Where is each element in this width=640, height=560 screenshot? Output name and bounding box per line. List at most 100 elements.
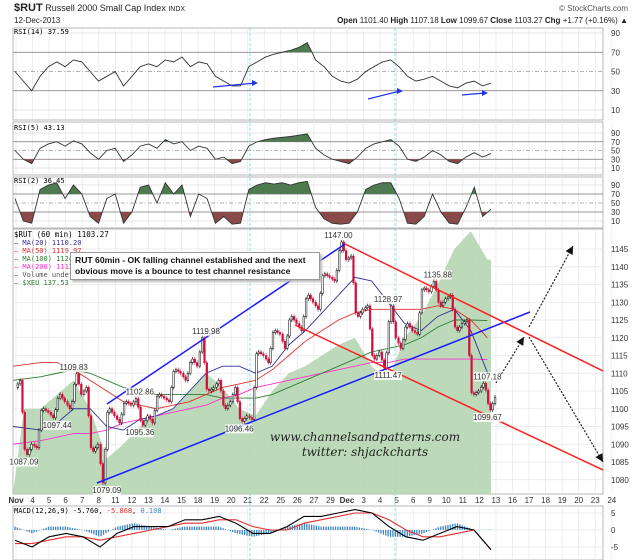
x-tick-label: 23: [591, 496, 600, 505]
y-tick-label: 50: [611, 199, 620, 208]
low-value: 1099.67: [459, 16, 489, 25]
x-tick-label: 13: [491, 496, 500, 505]
candle-body: [108, 408, 111, 413]
candle-body: [19, 380, 22, 385]
arrow-head-icon: [252, 80, 258, 86]
candle-body: [468, 319, 471, 356]
y-tick-label: 30: [611, 208, 620, 217]
candle-body: [52, 414, 55, 419]
price-label: 1097.44: [43, 421, 72, 430]
candle-body: [71, 401, 74, 409]
candle-body: [257, 351, 260, 354]
macd-value: -5.760: [73, 507, 99, 515]
candle-body: [47, 410, 50, 413]
candle-body: [234, 387, 237, 395]
candle-body: [162, 396, 166, 399]
candle-body: [158, 394, 161, 397]
price-label: $RUT (60 min) 1103.27: [14, 230, 109, 239]
candle-body: [210, 388, 213, 392]
y-tick-label: 1085: [611, 458, 629, 467]
candle-body: [359, 312, 362, 317]
x-tick-label: 9: [428, 496, 433, 505]
watermark-twitter: twitter: shjackcharts: [301, 445, 429, 459]
y-tick-label: 1090: [611, 440, 629, 449]
candle-body: [442, 302, 445, 307]
candle-body: [411, 326, 414, 331]
arrow-head-icon: [595, 453, 603, 462]
candle-body: [402, 339, 405, 349]
candle-body: [222, 390, 225, 406]
legend-entry: — MA(100) 1124.83: [14, 255, 86, 263]
candle-body: [432, 281, 435, 287]
candle-body: [30, 444, 33, 450]
candle-body: [118, 419, 121, 424]
candle-body: [314, 302, 317, 307]
signal-value: -5.868: [106, 507, 133, 515]
candle-body: [465, 319, 469, 323]
forecast-arrow: [528, 245, 574, 328]
candle-body: [28, 449, 31, 455]
candle-body: [328, 275, 331, 278]
index-name: Russell 2000 Small Cap Index: [45, 3, 166, 13]
rsi2-label: RSI(2) 36.45: [14, 177, 65, 185]
candle-body: [82, 390, 86, 395]
candle-body: [451, 294, 454, 310]
candle-body: [394, 321, 397, 338]
arrow-head-icon: [516, 337, 524, 346]
close-label: Close: [490, 16, 513, 25]
y-tick-label: 1130: [611, 298, 629, 307]
candle-body: [23, 412, 26, 450]
rsi-line: [14, 133, 492, 165]
price-label-bg: [374, 371, 403, 381]
candle-body: [276, 330, 279, 333]
candle-body: [203, 337, 206, 363]
candle-body: [262, 353, 265, 356]
candle-body: [413, 330, 417, 333]
candle-body: [92, 447, 95, 452]
candle-body: [482, 383, 485, 388]
x-tick-label: 13: [144, 496, 153, 505]
legend-entry: — MA(200) 1113.84: [14, 263, 86, 271]
candle-body: [390, 305, 393, 323]
candle-body: [226, 404, 230, 410]
x-tick-label: Dec: [340, 496, 355, 505]
y-tick-label: 30: [611, 87, 620, 96]
candle-body: [63, 397, 66, 402]
legend-entry: — Volume undef: [14, 271, 74, 279]
candle-body: [191, 358, 194, 363]
price-label-bg: [43, 420, 72, 430]
x-tick-label: 17: [525, 496, 534, 505]
candle-body: [427, 289, 430, 292]
candle-body: [120, 413, 123, 424]
price-label-bg: [125, 428, 154, 438]
candle-body: [385, 352, 388, 369]
candle-body: [309, 294, 312, 299]
x-tick-label: 15: [177, 496, 186, 505]
candle-body: [156, 396, 159, 411]
y-tick-label: 1120: [611, 334, 629, 343]
candle-body: [331, 277, 334, 280]
price-label-bg: [192, 326, 221, 336]
price-label-bg: [473, 372, 502, 382]
candle-body: [179, 371, 182, 374]
candle-body: [350, 255, 353, 259]
candle-body: [77, 373, 81, 385]
candle-body: [125, 401, 128, 404]
candle-body: [198, 351, 202, 367]
candle-body: [141, 420, 145, 426]
candle-body: [224, 404, 227, 410]
y-tick-label: 30: [611, 155, 620, 164]
panel-frame-4: [12, 505, 604, 560]
high-label: High: [390, 16, 409, 25]
price-label: 1109.83: [59, 363, 88, 372]
candle-body: [305, 298, 308, 317]
candle-body: [73, 383, 76, 402]
candle-body: [59, 394, 62, 399]
arrow-head-icon: [482, 90, 488, 96]
arrow-head-icon: [565, 246, 573, 255]
candle-body: [177, 369, 180, 372]
price-label-bg: [59, 362, 88, 372]
legend-entry: — $XEU 137.53: [14, 279, 69, 287]
y-tick-label: 1145: [611, 245, 629, 254]
x-tick-label: 24: [607, 496, 616, 505]
